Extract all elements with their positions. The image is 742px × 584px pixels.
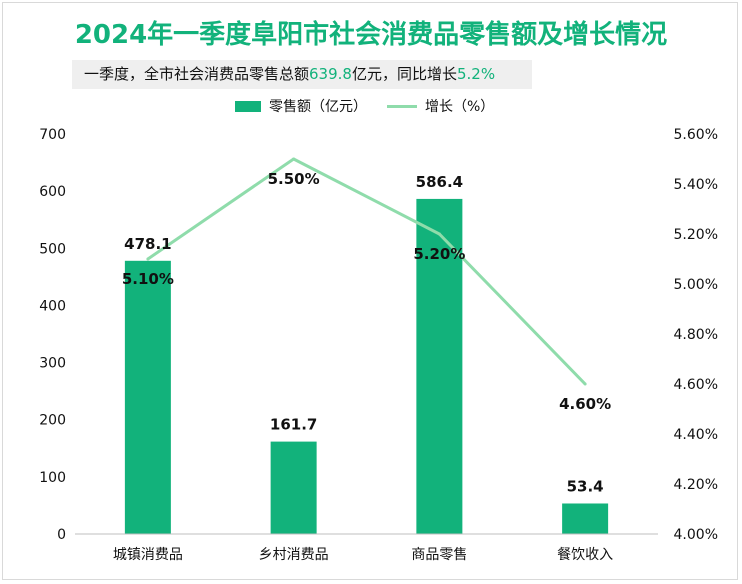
left-tick-label: 400 xyxy=(39,298,66,314)
right-tick-label: 4.40% xyxy=(674,427,718,443)
legend-line-swatch xyxy=(387,104,417,108)
growth-line xyxy=(147,157,587,386)
bar xyxy=(562,503,609,534)
line-value-label: 5.20% xyxy=(413,245,465,263)
line-point xyxy=(292,157,296,161)
category-label: 餐饮收入 xyxy=(557,547,613,563)
bar-series xyxy=(124,198,609,534)
legend-item-bar: 零售额（亿元） xyxy=(235,96,367,116)
bar-data-labels: 478.1 161.7 586.4 53.4 xyxy=(124,173,603,496)
right-tick-label: 4.80% xyxy=(674,327,718,343)
summary-growth-value: 5.2% xyxy=(456,65,496,83)
left-tick-label: 100 xyxy=(39,470,66,486)
right-tick-label: 5.60% xyxy=(674,127,718,143)
right-tick-label: 5.20% xyxy=(674,227,718,243)
line-point xyxy=(583,382,587,386)
right-tick-label: 5.40% xyxy=(674,177,718,193)
summary-total-value: 639.8 xyxy=(309,65,352,83)
chart-legend: 零售额（亿元） 增长（%） xyxy=(235,96,514,116)
line-point xyxy=(146,257,150,261)
category-label: 城镇消费品 xyxy=(113,547,183,563)
summary-prefix: 一季度，全市社会消费品零售总额 xyxy=(84,65,310,83)
line-point xyxy=(437,232,441,236)
right-tick-label: 4.20% xyxy=(674,477,718,493)
line-data-labels: 5.10% 5.50% 5.20% 4.60% xyxy=(122,170,611,413)
left-tick-label: 500 xyxy=(39,241,66,257)
bar-value-label: 586.4 xyxy=(416,173,463,191)
chart-title: 2024年一季度阜阳市社会消费品零售额及增长情况 xyxy=(74,20,668,50)
summary-banner: 一季度，全市社会消费品零售总额639.8亿元，同比增长5.2% xyxy=(72,60,532,89)
line-value-label: 5.10% xyxy=(122,270,174,288)
right-tick-label: 5.00% xyxy=(674,277,718,293)
category-label: 乡村消费品 xyxy=(259,547,329,563)
legend-bar-swatch xyxy=(235,100,261,112)
legend-item-line: 增长（%） xyxy=(387,96,494,116)
line-value-label: 5.50% xyxy=(268,170,320,188)
left-tick-label: 300 xyxy=(39,356,66,372)
left-tick-label: 700 xyxy=(39,127,66,143)
bar-value-label: 478.1 xyxy=(124,235,171,253)
right-y-axis: 4.00% 4.20% 4.40% 4.60% 4.80% 5.00% 5.20% 5.40%… xyxy=(674,127,718,543)
legend-bar-label: 零售额（亿元） xyxy=(269,99,367,115)
right-tick-label: 4.00% xyxy=(674,527,718,543)
x-axis: 城镇消费品 乡村消费品 商品零售 餐饮收入 xyxy=(75,533,658,563)
category-label: 商品零售 xyxy=(411,547,467,563)
line-series xyxy=(146,157,587,386)
left-tick-label: 600 xyxy=(39,184,66,200)
right-tick-label: 4.60% xyxy=(674,377,718,393)
line-value-label: 4.60% xyxy=(559,395,611,413)
bar xyxy=(124,260,171,534)
bar xyxy=(416,198,463,534)
legend-line-label: 增长（%） xyxy=(425,99,495,115)
left-tick-label: 0 xyxy=(57,527,66,543)
left-y-axis: 0 100 200 300 400 500 600 700 xyxy=(39,127,66,543)
bar-value-label: 53.4 xyxy=(567,477,604,495)
left-tick-label: 200 xyxy=(39,413,66,429)
summary-middle: 亿元，同比增长 xyxy=(351,65,457,83)
bar xyxy=(270,441,317,534)
bar-value-label: 161.7 xyxy=(270,416,317,434)
